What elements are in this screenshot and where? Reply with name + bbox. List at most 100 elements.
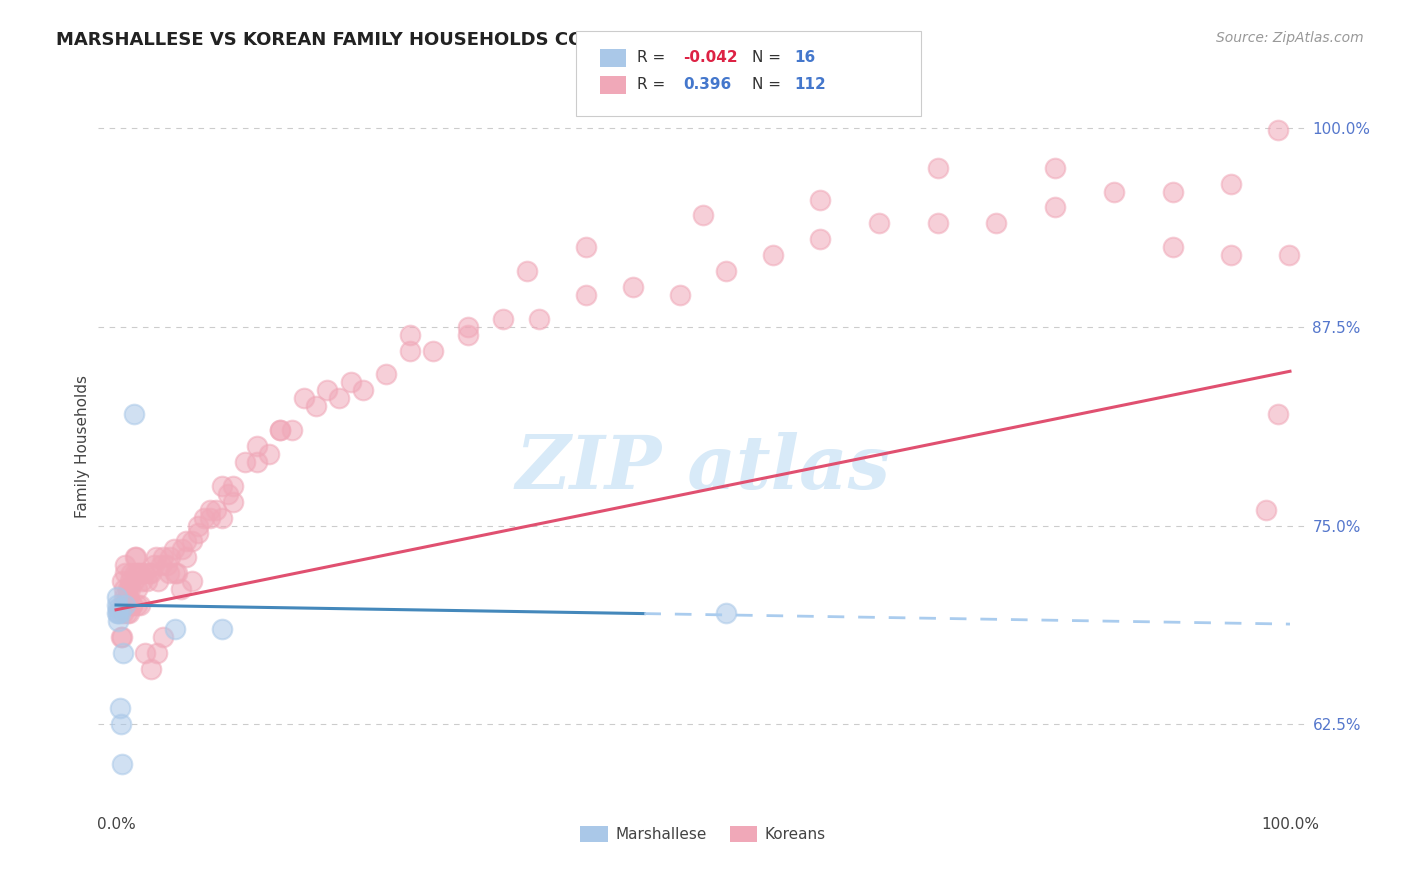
Point — [1267, 122, 1289, 136]
Point — [124, 550, 146, 565]
Point — [1043, 161, 1066, 175]
Point — [128, 598, 150, 612]
Point — [422, 343, 444, 358]
Point — [1267, 407, 1289, 421]
Point — [986, 216, 1008, 230]
Point — [457, 327, 479, 342]
Point — [127, 566, 149, 581]
Point — [121, 598, 143, 612]
Point — [1161, 185, 1184, 199]
Point — [198, 510, 221, 524]
Point — [762, 248, 785, 262]
Text: Source: ZipAtlas.com: Source: ZipAtlas.com — [1216, 31, 1364, 45]
Point — [118, 606, 141, 620]
Point — [114, 598, 136, 612]
Point — [111, 574, 134, 589]
Text: 16: 16 — [794, 51, 815, 65]
Point — [169, 582, 191, 596]
Point — [187, 518, 209, 533]
Point — [105, 598, 128, 612]
Text: N =: N = — [752, 78, 782, 92]
Point — [198, 502, 221, 516]
Legend: Marshallese, Koreans: Marshallese, Koreans — [574, 820, 832, 848]
Point — [121, 598, 143, 612]
Point — [304, 399, 326, 413]
Point — [110, 717, 132, 731]
Point — [222, 479, 245, 493]
Point — [114, 558, 136, 573]
Point — [716, 606, 738, 620]
Point — [155, 558, 177, 573]
Point — [375, 368, 398, 382]
Point — [105, 590, 128, 604]
Point — [117, 582, 139, 596]
Point — [105, 606, 128, 620]
Point — [527, 311, 550, 326]
Point — [162, 542, 184, 557]
Point — [114, 566, 136, 581]
Point — [122, 407, 145, 421]
Point — [1102, 185, 1125, 199]
Point — [204, 502, 226, 516]
Point — [166, 566, 188, 581]
Point — [927, 216, 949, 230]
Point — [1220, 248, 1243, 262]
Point — [1278, 248, 1301, 262]
Point — [269, 423, 291, 437]
Point — [120, 582, 142, 596]
Point — [149, 558, 172, 573]
Point — [868, 216, 890, 230]
Point — [398, 327, 420, 342]
Point — [157, 566, 180, 581]
Point — [108, 701, 131, 715]
Point — [145, 550, 167, 565]
Point — [187, 526, 209, 541]
Point — [107, 601, 129, 615]
Point — [211, 510, 233, 524]
Point — [141, 566, 163, 581]
Point — [163, 566, 186, 581]
Point — [316, 384, 339, 398]
Point — [716, 264, 738, 278]
Point — [176, 534, 198, 549]
Point — [246, 439, 269, 453]
Point — [808, 232, 831, 246]
Point — [492, 311, 515, 326]
Text: R =: R = — [637, 51, 665, 65]
Point — [1220, 177, 1243, 191]
Text: MARSHALLESE VS KOREAN FAMILY HOUSEHOLDS CORRELATION CHART: MARSHALLESE VS KOREAN FAMILY HOUSEHOLDS … — [56, 31, 770, 49]
Point — [138, 566, 160, 581]
Point — [120, 566, 142, 581]
Point — [292, 392, 315, 406]
Point — [170, 542, 193, 557]
Point — [1256, 502, 1278, 516]
Point — [112, 590, 135, 604]
Point — [107, 606, 129, 620]
Text: -0.042: -0.042 — [683, 51, 738, 65]
Point — [808, 193, 831, 207]
Point — [217, 486, 239, 500]
Point — [111, 630, 134, 644]
Point — [246, 455, 269, 469]
Point — [398, 343, 420, 358]
Text: N =: N = — [752, 51, 782, 65]
Point — [112, 646, 135, 660]
Point — [211, 622, 233, 636]
Point — [148, 574, 170, 589]
Point — [127, 582, 149, 596]
Point — [176, 550, 198, 565]
Point — [516, 264, 538, 278]
Point — [135, 574, 157, 589]
Point — [120, 574, 142, 589]
Point — [193, 510, 215, 524]
Point — [131, 574, 153, 589]
Point — [117, 590, 139, 604]
Point — [575, 240, 598, 254]
Point — [621, 280, 644, 294]
Text: R =: R = — [637, 78, 665, 92]
Point — [115, 590, 138, 604]
Point — [181, 574, 204, 589]
Point — [128, 566, 150, 581]
Point — [107, 614, 129, 628]
Text: 0.396: 0.396 — [683, 78, 731, 92]
